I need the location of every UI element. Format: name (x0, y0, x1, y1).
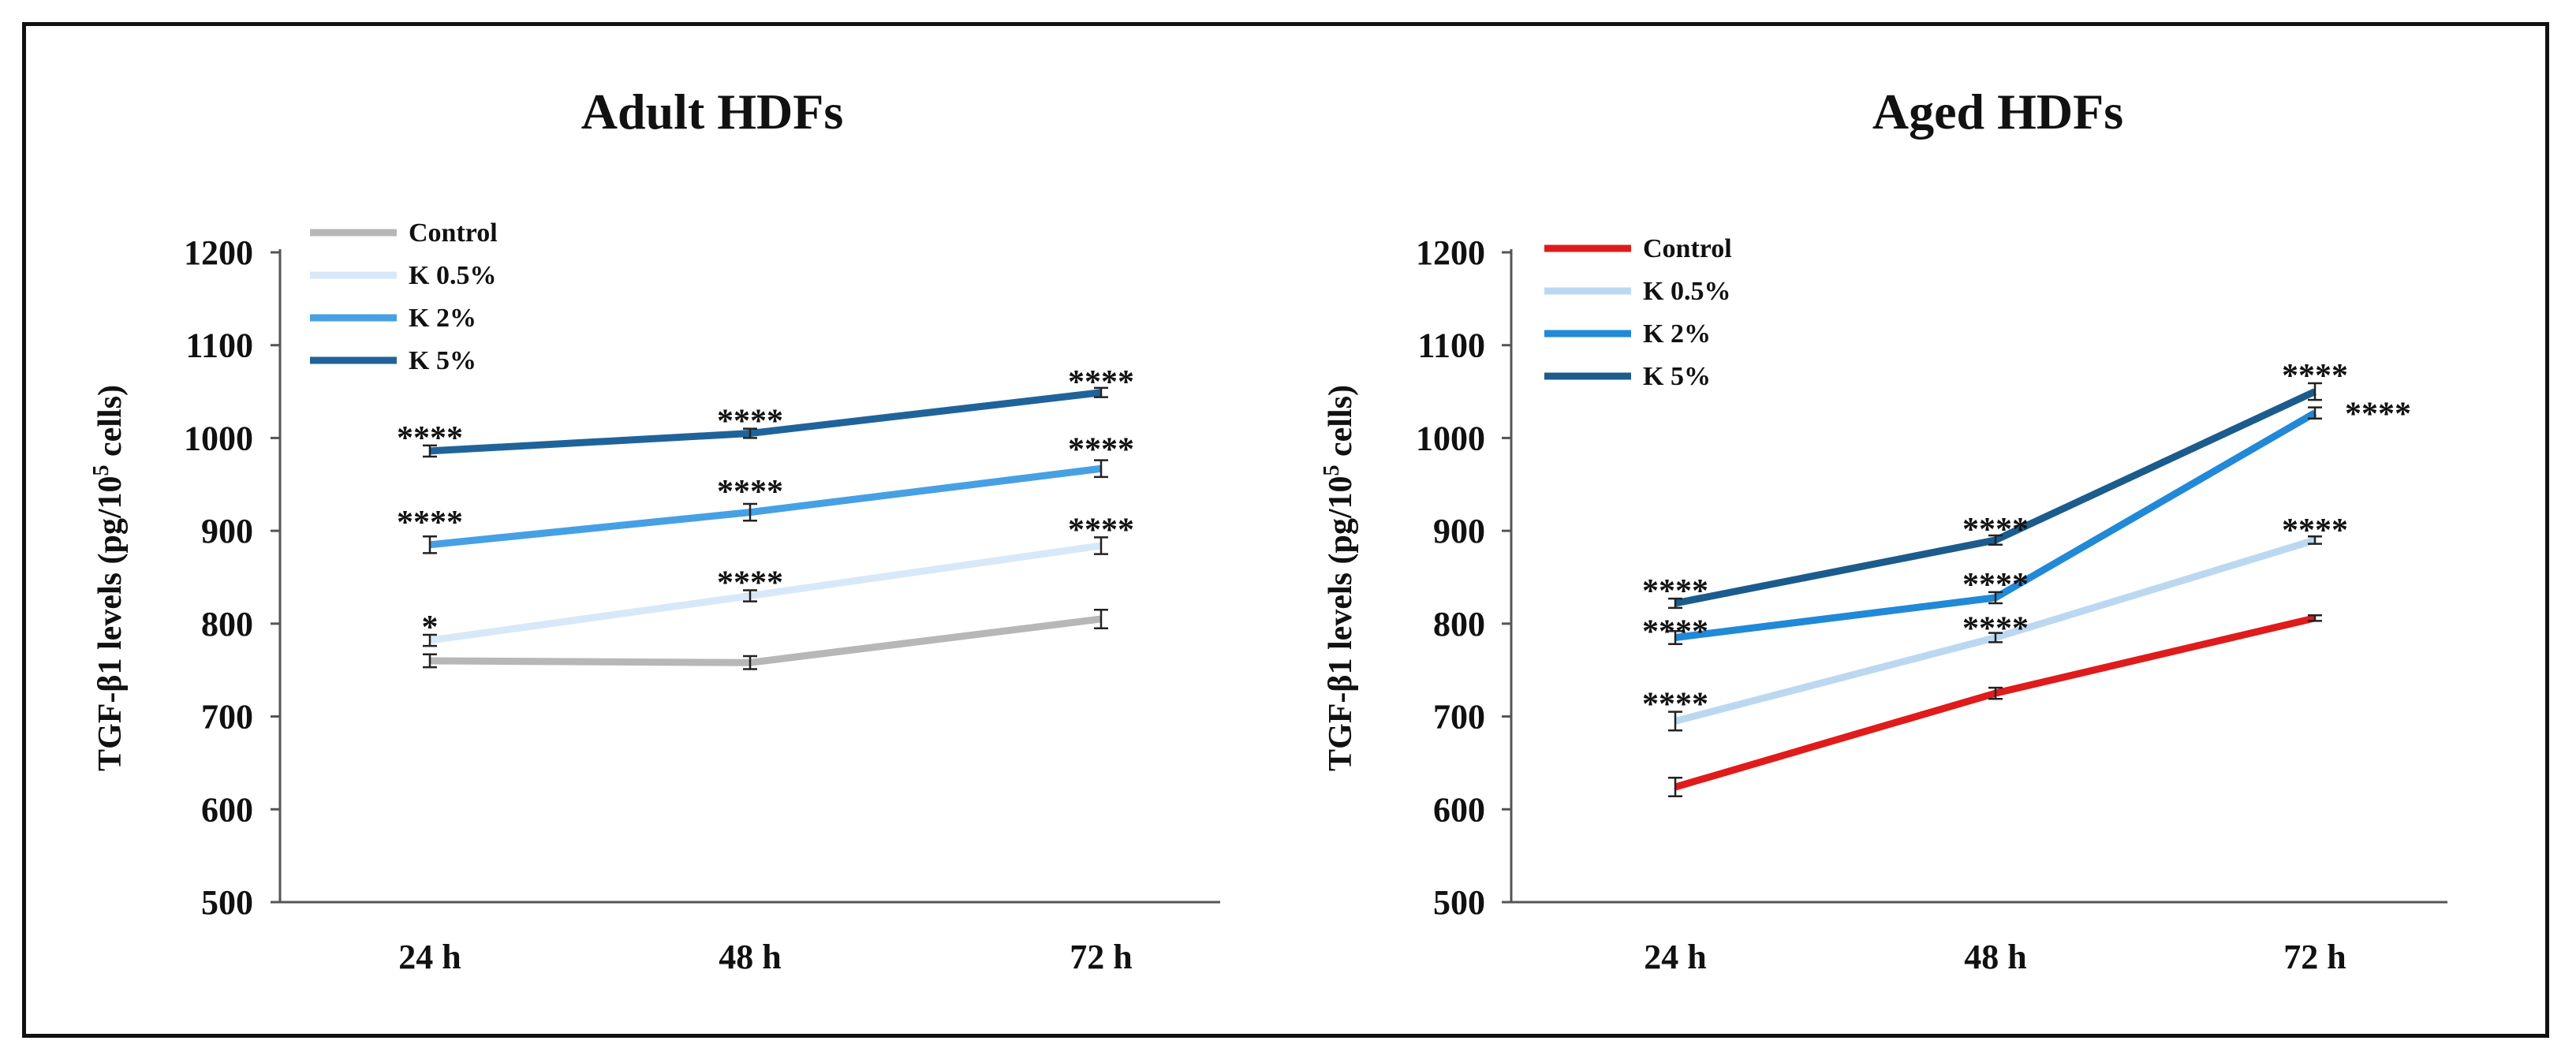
panel1-significance-label: **** (717, 565, 783, 601)
panel1-significance-label: **** (717, 474, 783, 510)
panel1-x-tick-label: 48 h (719, 938, 781, 976)
panel2-x-tick-label: 48 h (1964, 938, 2026, 976)
panel2-legend-label: K 2% (1643, 319, 1711, 349)
panel1-significance-label: * (422, 610, 439, 646)
panel2-significance-label: **** (1962, 512, 2029, 548)
panel1-y-tick-label: 800 (201, 605, 253, 643)
panel2-y-tick-label: 1100 (1417, 326, 1485, 365)
panel1-chart: Adult HDFs 500 600 700 800 900 1000 1100 1200 24 … (89, 84, 1220, 976)
panel1-y-tick-label: 600 (201, 790, 253, 829)
panel2-y-tick-label: 900 (1433, 512, 1485, 550)
panel1-x-tick-label: 24 h (398, 938, 461, 976)
panel2-y-label-units: cells) (1323, 385, 1359, 464)
panel2-significance-label: **** (2282, 513, 2348, 549)
panel1-y-tick-label: 1200 (184, 233, 253, 272)
panel2-series-1: **** **** **** (1642, 513, 2348, 732)
panel1-x-tick-label: 72 h (1070, 938, 1132, 976)
panel1-series-2: **** **** **** (397, 432, 1134, 554)
panel1-series-1: ********* (422, 512, 1134, 647)
panel1-y-tick-label: 700 (201, 698, 253, 737)
figure-frame: Adult HDFs 500 600 700 800 900 1000 1100 1200 24 … (22, 22, 2549, 1038)
panel2-significance-label: **** (1642, 687, 1708, 723)
panel2-y-tick-label: 800 (1433, 605, 1485, 643)
panel2-series-3: **** **** **** (1642, 358, 2348, 610)
panel2-title: Aged HDFs (1872, 84, 2123, 140)
panel1-y-tick-label: 1100 (185, 326, 253, 365)
panel1-legend: Control K 0.5% K 2% K 5% (310, 218, 498, 375)
panel2-series-2: **** **** **** (1642, 397, 2411, 651)
panel1-legend-label: K 0.5% (409, 261, 496, 290)
panel1-significance-label: **** (397, 420, 463, 457)
panel2-x-tick-label: 24 h (1644, 938, 1706, 976)
panel1-y-tick-label: 900 (201, 512, 253, 550)
panel1-series-3: **** **** **** (397, 364, 1134, 458)
panel2-y-tick-label: 700 (1433, 698, 1485, 737)
panel2-x-tick-label: 72 h (2283, 938, 2346, 976)
panel2-chart: Aged HDFs 500 600 700 800 900 1000 1100 1200 24 h… (1320, 84, 2447, 976)
panel1-title: Adult HDFs (581, 84, 844, 140)
panel1-legend-label: Control (409, 218, 498, 248)
panel2-y-tick-label: 1000 (1416, 419, 1485, 457)
panel2-significance-label: **** (1642, 573, 1708, 610)
panel1-significance-label: **** (1068, 432, 1134, 468)
panel2-legend-label: Control (1643, 234, 1732, 263)
panel2-legend: Control K 0.5% K 2% K 5% (1544, 234, 1732, 391)
panel2-series-0 (1668, 614, 2322, 798)
panel2-y-label-main: TGF-β1 levels (pg/10 (1323, 476, 1359, 771)
panel2-significance-label: **** (1962, 567, 2029, 603)
panel1-y-label-superscript: 5 (89, 465, 114, 476)
panel1-significance-label: **** (397, 505, 463, 541)
panel1-series-0 (423, 608, 1108, 670)
panel1-significance-label: **** (717, 404, 783, 440)
panel1-y-label-main: TGF-β1 levels (pg/10 (92, 476, 129, 771)
panel1-y-axis-label: TGF-β1 levels (pg/105 cells) (89, 385, 129, 771)
panel2-y-tick-label: 600 (1433, 790, 1485, 829)
panel1-significance-label: **** (1068, 512, 1134, 548)
panel2-legend-label: K 5% (1643, 362, 1711, 391)
panel1-y-tick-label: 500 (201, 883, 253, 922)
figure-canvas: Adult HDFs 500 600 700 800 900 1000 1100 1200 24 … (89, 84, 2447, 976)
panel2-y-axis-label: TGF-β1 levels (pg/105 cells) (1320, 385, 1359, 771)
panel1-y-tick-label: 1000 (184, 419, 253, 457)
panel2-y-tick-label: 1200 (1416, 233, 1485, 272)
panel2-y-tick-label: 500 (1433, 883, 1485, 922)
panel2-y-label-superscript: 5 (1320, 465, 1344, 476)
panel1-legend-label: K 5% (409, 346, 476, 375)
panel2-legend-label: K 0.5% (1643, 277, 1730, 306)
panel1-y-label-units: cells) (92, 385, 129, 464)
panel2-significance-label: **** (2345, 397, 2411, 433)
panel1-significance-label: **** (1068, 364, 1134, 401)
panel2-significance-label: **** (1962, 611, 2029, 647)
panel2-significance-label: **** (1642, 614, 1708, 650)
panel2-significance-label: **** (2282, 358, 2348, 394)
panel1-legend-label: K 2% (409, 304, 476, 333)
